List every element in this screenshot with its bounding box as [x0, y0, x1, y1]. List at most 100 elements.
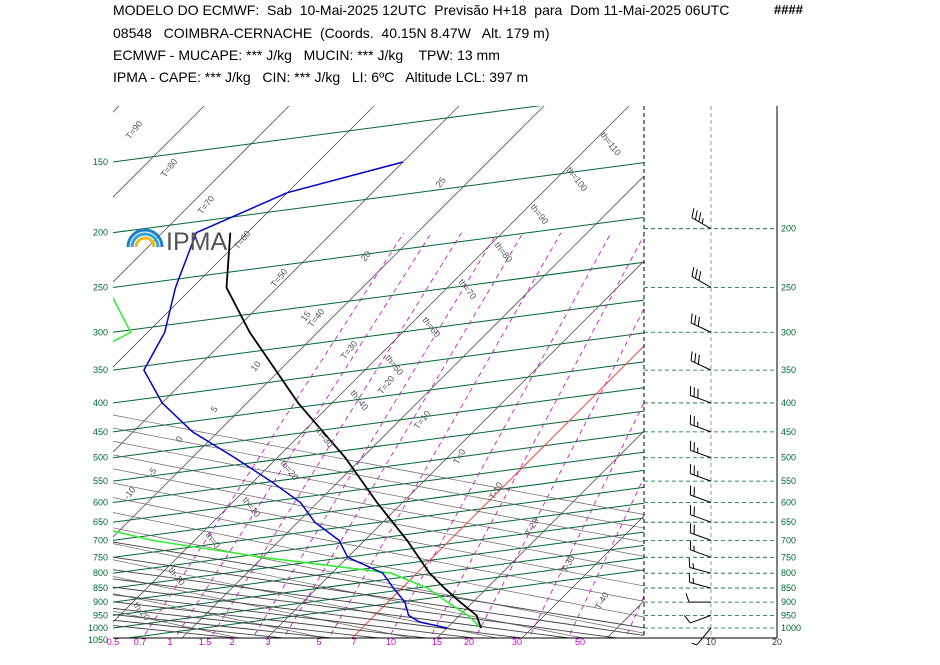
- curve-label: th=70: [456, 277, 478, 301]
- dry-adiabat-line: [113, 559, 500, 638]
- right-pressure-label: 300: [781, 327, 796, 337]
- curve-label: th=100: [564, 165, 589, 193]
- wind-barb: [688, 572, 712, 589]
- curve-label: T=50: [269, 267, 290, 290]
- curve-label: th=110: [598, 130, 623, 158]
- left-pressure-label: 550: [93, 476, 108, 486]
- left-pressure-label: 150: [93, 157, 108, 167]
- curve-label: 25: [434, 175, 448, 189]
- header-ecmwf-line: ECMWF - MUCAPE: *** J/kg MUCIN: *** J/kg…: [113, 47, 500, 63]
- header-flag: ####: [774, 2, 803, 17]
- wind-barb: [691, 267, 712, 288]
- isotherm-line: [688, 37, 940, 643]
- mixing-ratio-line: [210, 232, 462, 638]
- wind-barb: [689, 540, 712, 558]
- mixing-ratio-line: [174, 232, 432, 638]
- dry-adiabat-line: [113, 543, 586, 638]
- curve-label: 10: [249, 359, 263, 373]
- mixing-ratio-label: 5: [316, 637, 321, 647]
- right-pressure-label: 800: [781, 568, 796, 578]
- mixing-ratio-line: [698, 233, 867, 643]
- curve-label: th=90: [528, 202, 550, 226]
- isobar-line: [113, 332, 644, 404]
- mixing-ratio-line: [567, 476, 644, 638]
- temperature-profile-line: [225, 232, 482, 629]
- isobar-line: [113, 544, 644, 616]
- left-pressure-label: 200: [93, 228, 108, 238]
- isotherm-line: [113, 106, 630, 623]
- left-pressure-label: 250: [93, 282, 108, 292]
- ipma-profile-line: [113, 296, 482, 629]
- isobar-line: [113, 261, 644, 333]
- dry-adiabat-line: [113, 593, 327, 638]
- left-pressure-label: 950: [93, 610, 108, 620]
- mixing-ratio-line: [142, 232, 405, 638]
- mixing-ratio-label: 7: [351, 637, 356, 647]
- isotherm-line: [436, 430, 644, 638]
- ipma-logo: IPMA: [126, 228, 227, 256]
- right-pressure-label: 400: [781, 398, 796, 408]
- wind-barb: [691, 208, 712, 230]
- curve-label: T=90: [124, 119, 145, 142]
- left-pressure-label: 1000: [88, 623, 108, 633]
- left-pressure-label: 350: [93, 365, 108, 375]
- wind-barb: [684, 614, 712, 624]
- dry-adiabat-line: [113, 575, 414, 638]
- mixing-ratio-label: 3: [265, 637, 270, 647]
- isobar-line: [113, 410, 644, 482]
- isobar-line: [113, 162, 644, 234]
- isotherm-line: [113, 106, 205, 198]
- isobar-line: [124, 569, 644, 638]
- right-pressure-label: 700: [781, 535, 796, 545]
- curve-label: 0: [174, 434, 185, 444]
- moist-adiabat-line: [113, 601, 431, 638]
- left-pressure-label: 600: [93, 498, 108, 508]
- wind-barb: [691, 627, 712, 646]
- left-pressure-label: 1050: [88, 635, 108, 645]
- isobar-line: [113, 451, 644, 523]
- ipma-logo-text: IPMA: [166, 228, 227, 256]
- isotherm-line: [606, 600, 644, 638]
- left-pressure-label: 750: [93, 552, 108, 562]
- curve-label: T=60: [232, 229, 253, 252]
- mixing-ratio-line: [283, 232, 524, 638]
- isobar-line: [113, 299, 644, 371]
- right-pressure-label: 250: [781, 282, 796, 292]
- isotherm-line: [351, 345, 644, 638]
- left-pressure-label: 850: [93, 583, 108, 593]
- mixing-ratio-label: 1.5: [199, 637, 212, 647]
- left-pressure-label: 500: [93, 453, 108, 463]
- mixing-ratio-line: [252, 232, 498, 638]
- right-pressure-label: 900: [781, 597, 796, 607]
- curve-label: T=70: [196, 194, 217, 217]
- dry-adiabat-line: [113, 512, 644, 618]
- isobar-line: [113, 432, 644, 504]
- wind-barb: [685, 592, 711, 603]
- mixing-ratio-label: 0.7: [134, 637, 147, 647]
- right-pressure-label: 450: [781, 427, 796, 437]
- curve-label: T=0: [451, 447, 468, 466]
- curve-label: th=20: [278, 458, 300, 482]
- dewpoint-profile-line: [143, 161, 448, 629]
- dry-adiabat-line: [113, 454, 644, 557]
- wind-barb: [690, 313, 712, 333]
- curve-label: th-10: [166, 565, 187, 587]
- moist-adiabat-line: [113, 578, 573, 638]
- left-pressure-label: 700: [93, 535, 108, 545]
- mixing-ratio-label: 10: [386, 637, 396, 647]
- dry-adiabat-line: [113, 427, 644, 529]
- ipma-logo-mark-icon: [126, 228, 164, 248]
- curve-label: 20: [359, 249, 373, 263]
- isobar-line: [113, 361, 644, 433]
- left-pressure-label: 300: [93, 327, 108, 337]
- wind-barb: [689, 414, 712, 433]
- curve-label: T-20: [523, 516, 541, 537]
- wind-barb: [690, 351, 712, 371]
- wind-barb: [689, 523, 712, 541]
- mixing-ratio-label: 20: [464, 637, 474, 647]
- right-pressure-label: 750: [781, 552, 796, 562]
- curve-label: th=80: [492, 240, 514, 264]
- curve-label: T-40: [593, 590, 611, 611]
- curve-label: th=10: [240, 495, 262, 519]
- moist-adiabat-line: [113, 569, 621, 638]
